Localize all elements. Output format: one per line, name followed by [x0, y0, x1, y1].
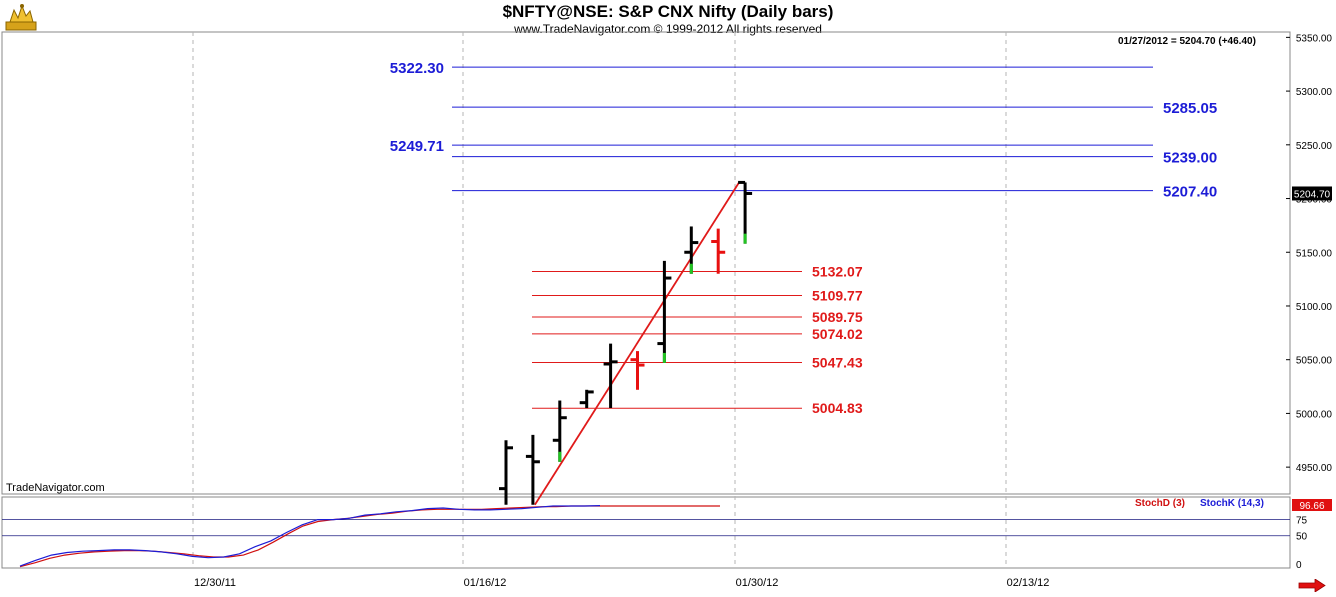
red-level-label: 5047.43	[812, 354, 863, 370]
blue-level-label: 5322.30	[390, 60, 444, 77]
price-tick-label: 5250.00	[1296, 141, 1333, 152]
last-price-label: 5204.70	[1294, 189, 1331, 200]
stochastic-tick-label: 0	[1296, 560, 1302, 571]
stoch-d-legend: StochD (3)	[1135, 498, 1185, 509]
red-level-label: 5109.77	[812, 287, 863, 303]
price-tick-label: 5050.00	[1296, 356, 1333, 367]
red-level-label: 5004.83	[812, 400, 863, 416]
chart-title: $NFTY@NSE: S&P CNX Nifty (Daily bars)	[502, 2, 834, 21]
price-readout: 01/27/2012 = 5204.70 (+46.40)	[1118, 36, 1256, 47]
scroll-right-arrow-icon[interactable]	[1298, 578, 1326, 593]
stoch-k-line	[19, 505, 601, 567]
blue-level-label: 5249.71	[390, 138, 444, 155]
red-level-label: 5132.07	[812, 264, 863, 280]
stochastic-tick-label: 50	[1296, 532, 1308, 543]
date-label: 01/30/12	[736, 577, 779, 589]
brand-label: TradeNavigator.com	[6, 482, 105, 494]
date-label: 01/16/12	[464, 577, 507, 589]
price-tick-label: 5350.00	[1296, 33, 1333, 44]
stoch-last-label: 96.66	[1299, 501, 1324, 512]
trade-navigator-logo-icon	[4, 2, 38, 32]
price-panel-frame	[1, 31, 1291, 495]
price-tick-label: 5000.00	[1296, 409, 1333, 420]
blue-level-label: 5207.40	[1163, 184, 1217, 201]
blue-level-label: 5239.00	[1163, 150, 1217, 167]
date-label: 02/13/12	[1007, 577, 1050, 589]
date-label: 12/30/11	[194, 577, 236, 589]
blue-level-label: 5285.05	[1163, 100, 1217, 117]
stochastic-panel-frame	[1, 496, 1291, 569]
red-level-label: 5074.02	[812, 326, 863, 342]
stoch-last-box	[1292, 499, 1332, 511]
price-tick-label: 5300.00	[1296, 87, 1333, 98]
last-price-box	[1292, 186, 1332, 201]
trendline	[534, 181, 740, 506]
price-tick-label: 4950.00	[1296, 463, 1333, 474]
stoch-k-legend: StochK (14,3)	[1200, 498, 1264, 509]
red-level-label: 5089.75	[812, 309, 863, 325]
price-tick-label: 5150.00	[1296, 248, 1333, 259]
price-tick-label: 5100.00	[1296, 302, 1333, 313]
stochastic-tick-label: 75	[1296, 516, 1308, 527]
